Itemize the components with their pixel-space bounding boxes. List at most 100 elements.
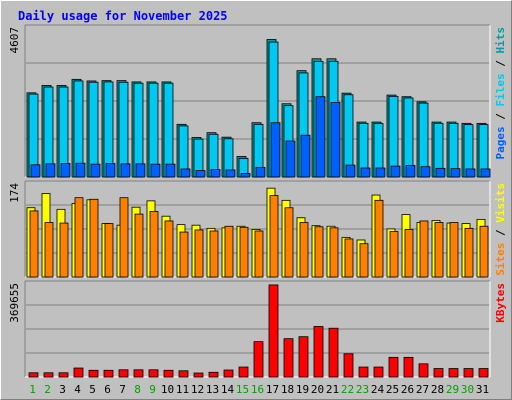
- visits-bar-sites: [104, 223, 114, 278]
- x-tick-label: 15: [236, 383, 249, 396]
- kbytes-bar-kbytes: [73, 367, 84, 378]
- kbytes-bar-kbytes: [253, 341, 264, 378]
- visits-bar-sites: [59, 222, 69, 278]
- kbytes-bar-kbytes: [88, 369, 99, 378]
- legend-entry-visits: Visits: [494, 183, 507, 223]
- kbytes-bar-kbytes: [448, 368, 459, 378]
- x-tick-label: 26: [401, 383, 414, 396]
- legend-entry-sites: Sites: [494, 243, 507, 276]
- hits-bar-pages: [345, 164, 356, 178]
- kbytes-bar-kbytes: [478, 368, 489, 378]
- x-tick-label: 25: [386, 383, 399, 396]
- kbytes-y-max-label: 369655: [8, 283, 21, 323]
- visits-bar-sites: [164, 220, 174, 278]
- kbytes-bar-kbytes: [28, 372, 39, 378]
- hits-bar-pages: [450, 168, 461, 178]
- hits-bar-pages: [360, 167, 371, 178]
- chart-title: Daily usage for November 2025: [18, 9, 228, 23]
- kbytes-panel: 369655 KBytes: [8, 280, 507, 378]
- x-tick-label: 3: [59, 383, 66, 396]
- visits-bar-sites: [74, 197, 84, 278]
- kbytes-bar-kbytes: [388, 356, 399, 378]
- hits-bar-files: [118, 81, 129, 178]
- visits-y-max-label: 174: [8, 183, 21, 203]
- x-tick-label: 12: [191, 383, 204, 396]
- kbytes-bar-kbytes: [178, 370, 189, 378]
- hits-bar-pages: [195, 170, 206, 178]
- hits-bar-files: [343, 94, 354, 178]
- kbytes-bar-kbytes: [163, 369, 174, 378]
- visits-bar-sites: [224, 225, 234, 278]
- hits-bar-pages: [315, 96, 326, 178]
- kbytes-bar-kbytes: [238, 366, 249, 378]
- hits-legend: Pages / Files / Hits: [494, 27, 507, 160]
- hits-bar-pages: [150, 163, 161, 178]
- hits-bar-files: [388, 95, 399, 178]
- hits-bar-pages: [480, 168, 491, 178]
- x-tick-label: 14: [221, 383, 235, 396]
- visits-bar-sites: [479, 225, 489, 278]
- kbytes-bar-kbytes: [313, 326, 324, 378]
- hits-bar-files: [73, 80, 84, 178]
- kbytes-bar-kbytes: [133, 369, 144, 378]
- x-axis-labels: 1 2 3 4 5 6 7 8 9 10 11 12 13 14 15 16 17 18 19 20 21 22 23 24 2…: [29, 383, 489, 396]
- hits-bar-pages: [240, 173, 251, 178]
- visits-bar-sites: [299, 222, 309, 278]
- visits-bar-sites: [344, 238, 354, 278]
- kbytes-bar-kbytes: [283, 338, 294, 378]
- hits-bar-pages: [255, 166, 266, 178]
- visits-legend: Sites / Visits: [494, 183, 507, 276]
- visits-bar-sites: [179, 231, 189, 278]
- x-tick-label: 9: [149, 383, 156, 396]
- kbytes-bar-kbytes: [298, 336, 309, 378]
- kbytes-legend: KBytes: [494, 283, 507, 323]
- hits-bar-pages: [60, 163, 71, 178]
- hits-panel: 4607 Pages / Files / Hits: [8, 24, 507, 178]
- x-tick-label: 21: [326, 383, 339, 396]
- x-tick-label: 30: [461, 383, 474, 396]
- kbytes-bar-kbytes: [358, 366, 369, 378]
- visits-bar-sites: [119, 197, 129, 278]
- visits-bar-sites: [389, 231, 399, 278]
- visits-bar-sites: [314, 226, 324, 278]
- visits-bar-sites: [434, 222, 444, 278]
- legend-entry-hits: Hits: [494, 27, 507, 54]
- x-tick-label: 8: [134, 383, 141, 396]
- hits-bar-pages: [45, 163, 56, 178]
- x-tick-label: 19: [296, 383, 309, 396]
- visits-bar-sites: [209, 230, 219, 278]
- hits-bar-pages: [390, 165, 401, 178]
- hits-bar-pages: [285, 140, 296, 178]
- hits-bar-pages: [90, 163, 101, 178]
- legend-separator: /: [494, 223, 507, 243]
- hits-bar-files: [163, 82, 174, 178]
- visits-bar-sites: [89, 198, 99, 278]
- x-tick-label: 28: [431, 383, 444, 396]
- hits-bar-pages: [270, 122, 281, 178]
- hits-bar-pages: [75, 162, 86, 178]
- kbytes-bar-kbytes: [148, 369, 159, 378]
- legend-separator: /: [494, 54, 507, 74]
- visits-bar-sites: [449, 222, 459, 278]
- hits-bar-pages: [300, 134, 311, 178]
- kbytes-bar-kbytes: [463, 368, 474, 378]
- hits-bar-pages: [405, 165, 416, 178]
- hits-bar-pages: [165, 163, 176, 178]
- x-tick-label: 5: [89, 383, 96, 396]
- visits-bar-sites: [194, 229, 204, 278]
- hits-bar-pages: [225, 169, 236, 178]
- legend-entry-pages: Pages: [494, 126, 507, 159]
- kbytes-bar-kbytes: [43, 372, 54, 378]
- x-tick-label: 17: [266, 383, 279, 396]
- kbytes-bar-kbytes: [418, 363, 429, 378]
- visits-bar-sites: [29, 210, 39, 278]
- chart-panels: 4607 Pages / Files / Hits 174 Sites / Visit…: [8, 24, 507, 378]
- x-tick-label: 2: [44, 383, 51, 396]
- hits-bar-pages: [420, 166, 431, 178]
- legend-entry-files: Files: [494, 73, 507, 106]
- hits-bar-pages: [375, 167, 386, 178]
- visits-bar-sites: [239, 226, 249, 278]
- x-tick-label: 22: [341, 383, 354, 396]
- hits-bar-files: [88, 81, 99, 178]
